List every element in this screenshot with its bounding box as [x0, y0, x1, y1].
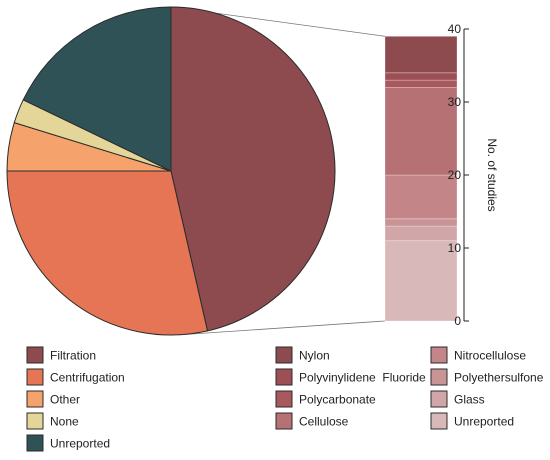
- bar-segment-unreported: [384, 240, 458, 322]
- bar-segment-polyvinylidene-fluoride: [384, 72, 458, 81]
- y-tick-label: 40: [448, 22, 462, 36]
- legend-label: Glass: [454, 393, 485, 407]
- legend-item-polycarbonate: Polycarbonate: [275, 390, 376, 408]
- legend-label: Polyvinylidene Fluoride: [299, 371, 426, 385]
- legend-swatch: [275, 346, 293, 364]
- y-tick-label: 10: [448, 241, 462, 255]
- y-tick-label: 20: [448, 168, 462, 182]
- legend-item-centrifugation: Centrifugation: [26, 368, 125, 386]
- legend-label: Centrifugation: [50, 371, 125, 385]
- connector-bottom: [183, 320, 386, 335]
- legend-swatch: [26, 412, 44, 430]
- legend-item-unreported: Unreported: [430, 412, 514, 430]
- legend-swatch: [430, 412, 448, 430]
- stacked-bar: [384, 35, 458, 322]
- legend-item-unreported: Unreported: [26, 434, 110, 452]
- pie-slice-filtration: [170, 6, 336, 332]
- legend-swatch: [275, 368, 293, 386]
- legend-item-nylon: Nylon: [275, 346, 330, 364]
- bar-segment-nylon: [384, 35, 458, 74]
- legend-label: Nylon: [299, 349, 330, 363]
- legend-item-none: None: [26, 412, 79, 430]
- legend-label: Nitrocellulose: [454, 349, 526, 363]
- pie-slice-centrifugation: [6, 170, 209, 336]
- pie-slice-unreported: [22, 6, 172, 172]
- legend-item-glass: Glass: [430, 390, 485, 408]
- legend-swatch: [275, 412, 293, 430]
- y-tick-label: 0: [454, 314, 461, 328]
- legend-label: Other: [50, 393, 80, 407]
- bar-segment-nitrocellulose: [384, 174, 458, 220]
- legend-swatch: [430, 346, 448, 364]
- legend-label: Unreported: [50, 437, 110, 451]
- legend-swatch: [26, 434, 44, 452]
- legend-item-polyethersulfone: Polyethersulfone: [430, 368, 544, 386]
- bar-segment-polyethersulfone: [384, 218, 458, 227]
- legend-swatch: [430, 368, 448, 386]
- pie-legend: Filtration Centrifugation Other None Unrepor…: [26, 346, 125, 452]
- legend-label: Unreported: [454, 415, 514, 429]
- legend-swatch: [430, 390, 448, 408]
- bar-segment-cellulose: [384, 87, 458, 176]
- legend-swatch: [26, 368, 44, 386]
- bar-legend: Nylon Polyvinylidene Fluoride Polycarbonat…: [275, 346, 544, 430]
- legend-item-filtration: Filtration: [26, 346, 96, 364]
- legend-item-other: Other: [26, 390, 80, 408]
- legend-label: None: [50, 415, 79, 429]
- y-tick-label: 30: [448, 95, 462, 109]
- y-axis: 0 10 20 30 40: [448, 22, 469, 328]
- bar-segment-polycarbonate: [384, 79, 458, 88]
- pie-chart: [6, 6, 336, 336]
- legend-label: Polyethersulfone: [454, 371, 544, 385]
- legend-label: Cellulose: [299, 415, 349, 429]
- y-axis-label: No. of studies: [485, 138, 499, 211]
- legend-item-nitrocellulose: Nitrocellulose: [430, 346, 526, 364]
- legend-item-cellulose: Cellulose: [275, 412, 349, 430]
- legend-swatch: [275, 390, 293, 408]
- bar-segment-glass: [384, 225, 458, 242]
- legend-swatch: [26, 346, 44, 364]
- legend-label: Polycarbonate: [299, 393, 376, 407]
- legend-item-polyvinylidene-fluoride: Polyvinylidene Fluoride: [275, 368, 426, 386]
- legend-label: Filtration: [50, 349, 96, 363]
- legend-swatch: [26, 390, 44, 408]
